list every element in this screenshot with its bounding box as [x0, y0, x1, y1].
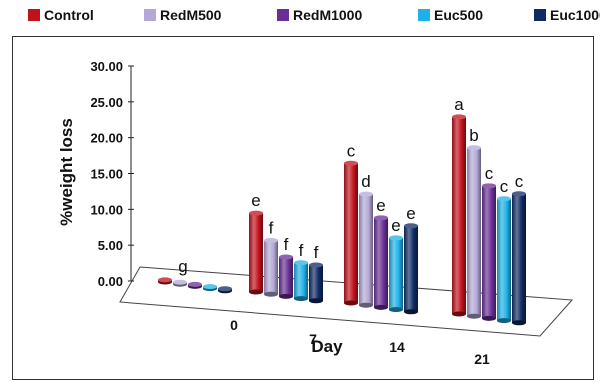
bar-top — [203, 284, 217, 290]
bar — [497, 198, 511, 321]
legend-label: RedM500 — [160, 7, 222, 23]
y-axis-title: %weight loss — [57, 118, 76, 226]
plot-frame — [12, 36, 594, 380]
bar — [482, 185, 496, 319]
bar — [344, 163, 358, 303]
y-tick-label: 30.00 — [90, 59, 123, 74]
bar — [374, 217, 388, 308]
bar — [404, 225, 418, 312]
y-tick-label: 10.00 — [90, 202, 123, 217]
x-axis-title: Day — [311, 337, 343, 356]
bar-top — [264, 237, 278, 243]
significance-label: f — [299, 241, 304, 260]
bar-base — [294, 296, 308, 302]
bar-top — [279, 254, 293, 260]
significance-label: f — [269, 218, 274, 237]
bar-base — [467, 313, 481, 319]
bar-top — [497, 196, 511, 202]
legend-label: Control — [44, 7, 94, 23]
bar-top — [249, 210, 263, 216]
bar-base — [497, 318, 511, 324]
bar-top — [158, 277, 172, 283]
bar-top — [452, 114, 466, 120]
significance-label: b — [469, 126, 478, 145]
bar-base — [359, 302, 373, 308]
significance-label: a — [454, 95, 464, 114]
legend-swatch — [277, 9, 289, 21]
bar-top — [359, 191, 373, 197]
bar — [512, 193, 526, 323]
y-tick-label: 25.00 — [90, 95, 123, 110]
bar-base — [249, 289, 263, 295]
y-tick-label: 15.00 — [90, 167, 123, 182]
bar-top — [482, 183, 496, 189]
bar — [389, 237, 403, 310]
bar-top — [512, 191, 526, 197]
y-axis: 0.00 5.00 10.00 15.00 20.00 25.00 30.00 — [90, 59, 134, 289]
legend-swatch — [418, 9, 430, 21]
significance-label: g — [178, 257, 187, 276]
bar — [452, 116, 466, 315]
bar-top — [344, 160, 358, 166]
bar-base — [309, 298, 323, 304]
y-tick-label: 5.00 — [98, 238, 123, 253]
bar-base — [404, 309, 418, 315]
x-tick-label: 21 — [474, 351, 490, 367]
significance-label: c — [485, 164, 494, 183]
bar-top — [218, 286, 232, 292]
significance-label: c — [347, 141, 356, 160]
significance-label: e — [376, 196, 385, 215]
significance-label: e — [251, 191, 260, 210]
x-tick-label: 7 — [309, 331, 317, 347]
bar-top — [188, 281, 202, 287]
legend-swatch — [534, 9, 546, 21]
bar — [359, 194, 373, 306]
bar — [279, 256, 293, 297]
bar-top — [173, 279, 187, 285]
bar-top — [389, 235, 403, 241]
significance-label: e — [406, 204, 415, 223]
significance-label: c — [500, 177, 509, 196]
x-tick-label: 14 — [389, 339, 405, 355]
y-tick-label: 20.00 — [90, 131, 123, 146]
legend-swatch — [144, 9, 156, 21]
significance-label: e — [391, 216, 400, 235]
bar-base — [389, 307, 403, 313]
bar — [294, 262, 308, 299]
legend-label: Euc500 — [434, 7, 483, 23]
bar — [264, 240, 278, 295]
bar-top — [404, 223, 418, 229]
legend-swatch — [28, 9, 40, 21]
y-tick-label: 0.00 — [98, 274, 123, 289]
x-tick-label: 0 — [230, 317, 238, 333]
bar-base — [264, 291, 278, 297]
bar — [467, 147, 481, 317]
bar-base — [279, 293, 293, 299]
bars — [158, 114, 526, 326]
bar-top — [374, 215, 388, 221]
significance-label: f — [284, 235, 289, 254]
significance-label: d — [361, 172, 370, 191]
legend-label: RedM1000 — [293, 7, 362, 23]
bar-top — [294, 260, 308, 266]
bar-base — [452, 311, 466, 317]
bar-top — [309, 262, 323, 268]
bar-base — [512, 320, 526, 326]
bar-top — [467, 145, 481, 151]
x-axis: 0 7 14 21 — [230, 317, 490, 367]
significance-label: c — [515, 172, 524, 191]
bar — [309, 264, 323, 301]
bar-base — [482, 315, 496, 321]
bar-base — [374, 304, 388, 310]
significance-label: f — [314, 243, 319, 262]
bar — [249, 213, 263, 292]
bar-base — [344, 300, 358, 306]
